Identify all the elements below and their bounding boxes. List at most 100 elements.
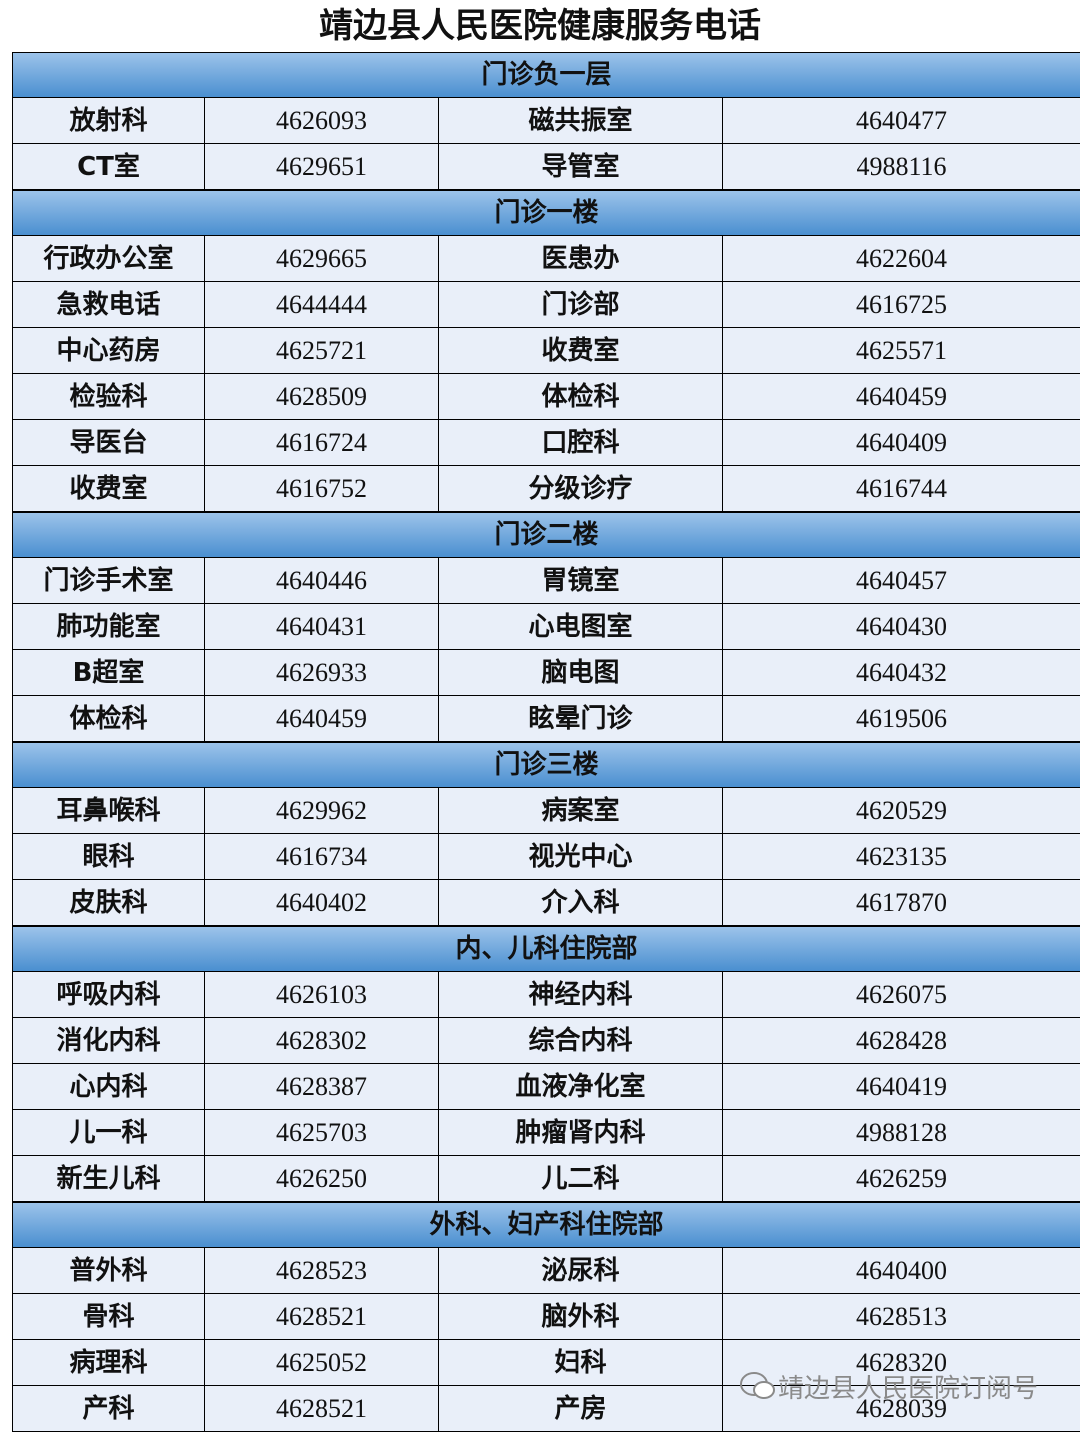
department: 脑电图	[438, 650, 722, 696]
phone-number: 4625721	[204, 328, 438, 374]
table-row: B超室 4626933 脑电图 4640432	[12, 650, 1080, 696]
table-row: 骨科 4628521 脑外科 4628513	[12, 1294, 1080, 1340]
department: 分级诊疗	[438, 466, 722, 512]
phone-number: 4629651	[204, 144, 438, 190]
department: 肺功能室	[12, 604, 204, 650]
phone-number: 4640446	[204, 558, 438, 604]
phone-number: 4988128	[722, 1110, 1080, 1156]
phone-number: 4623135	[722, 834, 1080, 880]
department: 医患办	[438, 236, 722, 282]
department: 收费室	[12, 466, 204, 512]
table-row: 儿一科 4625703 肿瘤肾内科 4988128	[12, 1110, 1080, 1156]
phone-number: 4626933	[204, 650, 438, 696]
department: 介入科	[438, 880, 722, 926]
department: 呼吸内科	[12, 972, 204, 1018]
table-row: 耳鼻喉科 4629962 病案室 4620529	[12, 788, 1080, 834]
table-row: 普外科 4628523 泌尿科 4640400	[12, 1248, 1080, 1294]
phone-number: 4622604	[722, 236, 1080, 282]
department: 体检科	[438, 374, 722, 420]
phone-number: 4628039	[722, 1386, 1080, 1432]
department: CT室	[12, 144, 204, 190]
table-row: 眼科 4616734 视光中心 4623135	[12, 834, 1080, 880]
phone-number: 4640431	[204, 604, 438, 650]
phone-number: 4617870	[722, 880, 1080, 926]
department: 导管室	[438, 144, 722, 190]
phone-number: 4628521	[204, 1294, 438, 1340]
department: 体检科	[12, 696, 204, 742]
section-header: 外科、妇产科住院部	[12, 1202, 1080, 1248]
phone-table: 门诊负一层 放射科 4626093 磁共振室 4640477 CT室 4629651 导管室 4…	[12, 52, 1080, 1432]
department: 儿一科	[12, 1110, 204, 1156]
phone-number: 4626250	[204, 1156, 438, 1202]
table-row: 门诊手术室 4640446 胃镜室 4640457	[12, 558, 1080, 604]
department: 行政办公室	[12, 236, 204, 282]
section-header: 门诊一楼	[12, 190, 1080, 236]
department: 病案室	[438, 788, 722, 834]
table-row: 皮肤科 4640402 介入科 4617870	[12, 880, 1080, 926]
phone-number: 4628509	[204, 374, 438, 420]
phone-number: 4629665	[204, 236, 438, 282]
department: 消化内科	[12, 1018, 204, 1064]
table-row: 导医台 4616724 口腔科 4640409	[12, 420, 1080, 466]
phone-number: 4640409	[722, 420, 1080, 466]
department: 视光中心	[438, 834, 722, 880]
department: 口腔科	[438, 420, 722, 466]
table-row: 心内科 4628387 血液净化室 4640419	[12, 1064, 1080, 1110]
phone-number: 4619506	[722, 696, 1080, 742]
table-row: 急救电话 4644444 门诊部 4616725	[12, 282, 1080, 328]
table-row: 中心药房 4625721 收费室 4625571	[12, 328, 1080, 374]
department: 神经内科	[438, 972, 722, 1018]
phone-number: 4628521	[204, 1386, 438, 1432]
wechat-icon	[740, 1372, 775, 1399]
phone-number: 4625571	[722, 328, 1080, 374]
department: 胃镜室	[438, 558, 722, 604]
table-row: 消化内科 4628302 综合内科 4628428	[12, 1018, 1080, 1064]
phone-number: 4616725	[722, 282, 1080, 328]
phone-number: 4626259	[722, 1156, 1080, 1202]
phone-number: 4640400	[722, 1248, 1080, 1294]
department: 心电图室	[438, 604, 722, 650]
department: 新生儿科	[12, 1156, 204, 1202]
phone-number: 4625703	[204, 1110, 438, 1156]
department: 皮肤科	[12, 880, 204, 926]
department: 肿瘤肾内科	[438, 1110, 722, 1156]
phone-number: 4628523	[204, 1248, 438, 1294]
department: 眩晕门诊	[438, 696, 722, 742]
phone-number: 4640477	[722, 98, 1080, 144]
phone-number: 4640459	[722, 374, 1080, 420]
department: 放射科	[12, 98, 204, 144]
department: 妇科	[438, 1340, 722, 1386]
department: 门诊手术室	[12, 558, 204, 604]
phone-number: 4988116	[722, 144, 1080, 190]
phone-number: 4616744	[722, 466, 1080, 512]
department: 产房	[438, 1386, 722, 1432]
phone-number: 4640430	[722, 604, 1080, 650]
phone-number: 4640432	[722, 650, 1080, 696]
table-row: 收费室 4616752 分级诊疗 4616744	[12, 466, 1080, 512]
phone-number: 4628513	[722, 1294, 1080, 1340]
phone-number: 4629962	[204, 788, 438, 834]
table-row: 放射科 4626093 磁共振室 4640477	[12, 98, 1080, 144]
phone-number: 4626075	[722, 972, 1080, 1018]
department: 导医台	[12, 420, 204, 466]
department: 检验科	[12, 374, 204, 420]
phone-number: 4626093	[204, 98, 438, 144]
table-row: 肺功能室 4640431 心电图室 4640430	[12, 604, 1080, 650]
phone-number: 4626103	[204, 972, 438, 1018]
title: 靖边县人民医院健康服务电话	[319, 6, 761, 46]
department: 普外科	[12, 1248, 204, 1294]
phone-number: 4640459	[204, 696, 438, 742]
phone-number: 4625052	[204, 1340, 438, 1386]
phone-number: 4640419	[722, 1064, 1080, 1110]
phone-number: 4628387	[204, 1064, 438, 1110]
table-row: 新生儿科 4626250 儿二科 4626259	[12, 1156, 1080, 1202]
phone-number: 4628302	[204, 1018, 438, 1064]
phone-number: 4616724	[204, 420, 438, 466]
table-row: 行政办公室 4629665 医患办 4622604	[12, 236, 1080, 282]
table-row: CT室 4629651 导管室 4988116	[12, 144, 1080, 190]
department: 脑外科	[438, 1294, 722, 1340]
department: 血液净化室	[438, 1064, 722, 1110]
phone-number: 4616752	[204, 466, 438, 512]
phone-number: 4616734	[204, 834, 438, 880]
phone-number: 4620529	[722, 788, 1080, 834]
